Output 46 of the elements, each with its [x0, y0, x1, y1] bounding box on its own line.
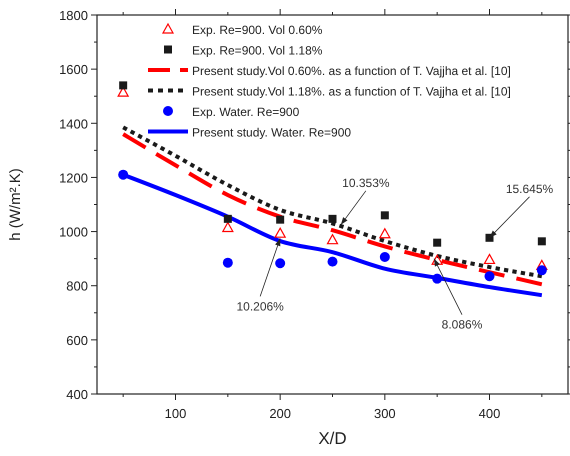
- x-tick-label: 300: [374, 406, 396, 421]
- y-tick-label: 800: [66, 278, 88, 294]
- annotation: 10.206%: [236, 299, 284, 314]
- point: [379, 228, 390, 238]
- y-tick-label: 1400: [59, 116, 88, 132]
- point: [484, 254, 496, 264]
- point: [536, 265, 547, 276]
- legend-label: Exp. Re=900. Vol 1.18%: [192, 44, 323, 58]
- y-tick-label: 1000: [59, 224, 88, 240]
- annotation: 10.353%: [342, 176, 390, 190]
- point: [538, 237, 546, 246]
- legend-label: Exp. Water. Re=900: [192, 105, 300, 119]
- annotation: 15.645%: [506, 182, 554, 196]
- y-tick-label: 1600: [59, 62, 88, 78]
- x-tick-label: 200: [269, 406, 292, 421]
- point: [380, 211, 389, 220]
- y-tick-label: 1200: [59, 170, 88, 186]
- y-tick-label: 400: [66, 387, 88, 402]
- legend-label: Present study.Vol 0.60%. as a function of T. Vajjha et al. [10]: [192, 64, 511, 78]
- point: [380, 252, 390, 262]
- point: [432, 274, 442, 284]
- x-tick-label: 100: [164, 406, 186, 421]
- annotation: 8.086%: [442, 318, 483, 332]
- point: [275, 258, 286, 268]
- point: [484, 271, 494, 282]
- point: [536, 260, 548, 270]
- point: [432, 254, 443, 265]
- point: [222, 222, 234, 232]
- x-axis-title: X/D: [318, 429, 347, 448]
- point: [328, 214, 336, 223]
- point: [224, 214, 232, 223]
- point: [433, 238, 442, 247]
- y-tick-label: 1800: [59, 8, 88, 23]
- point: [328, 256, 338, 267]
- x-tick-label: 400: [478, 406, 500, 421]
- point: [222, 258, 233, 268]
- point: [276, 216, 284, 224]
- point: [118, 170, 128, 180]
- point: [119, 81, 128, 90]
- legend-label: Present study. Water. Re=900: [192, 126, 352, 140]
- point: [274, 228, 286, 238]
- point: [326, 234, 338, 244]
- legend-label: Exp. Re=900. Vol 0.60%: [192, 23, 323, 37]
- y-axis-title: h (W/m².K): [7, 168, 24, 241]
- y-tick-label: 600: [66, 332, 88, 348]
- legend-label: Present study.Vol 1.18%. as a function of T. Vajjha et al. [10]: [192, 84, 511, 98]
